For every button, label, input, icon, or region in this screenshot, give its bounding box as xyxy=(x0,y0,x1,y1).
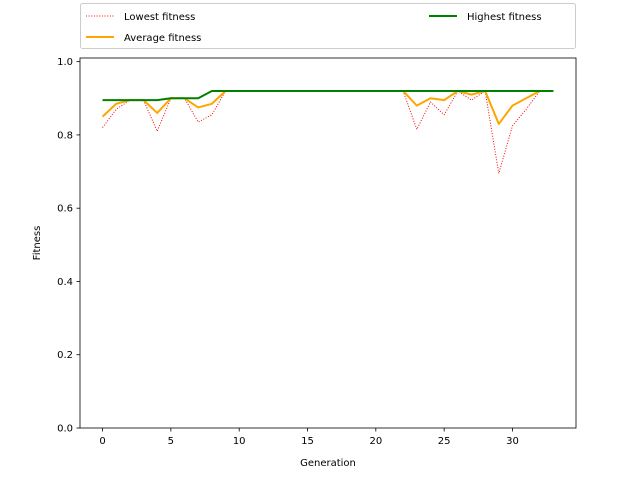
legend-label-lowest: Lowest fitness xyxy=(124,12,195,23)
y-tick-label: 1.0 xyxy=(57,57,73,68)
y-axis: 0.0 0.2 0.4 0.6 0.8 1.0 xyxy=(57,57,80,435)
x-tick-label: 10 xyxy=(233,436,246,447)
x-tick-label: 30 xyxy=(506,436,519,447)
y-tick-label: 0.0 xyxy=(57,424,73,435)
plot-area xyxy=(80,58,576,428)
y-tick-label: 0.2 xyxy=(57,350,73,361)
x-axis-label: Generation xyxy=(300,458,356,469)
y-tick-label: 0.8 xyxy=(57,130,73,141)
legend-frame xyxy=(80,3,576,49)
y-tick-label: 0.6 xyxy=(57,204,73,215)
y-tick-label: 0.4 xyxy=(57,277,73,288)
legend: Lowest fitness Average fitness Highest f… xyxy=(80,3,576,49)
legend-label-highest: Highest fitness xyxy=(467,12,542,23)
x-axis: 0 5 10 15 20 25 30 xyxy=(99,428,519,447)
plot-frame xyxy=(79,57,577,429)
x-tick-label: 15 xyxy=(301,436,314,447)
legend-label-average: Average fitness xyxy=(124,33,201,44)
x-tick-label: 0 xyxy=(99,436,105,447)
series-line-highest-fitness xyxy=(102,89,554,102)
x-tick-label: 25 xyxy=(438,436,451,447)
y-axis-label: Fitness xyxy=(32,226,43,261)
x-tick-label: 20 xyxy=(369,436,382,447)
x-tick-label: 5 xyxy=(168,436,174,447)
series-layer xyxy=(101,89,554,174)
